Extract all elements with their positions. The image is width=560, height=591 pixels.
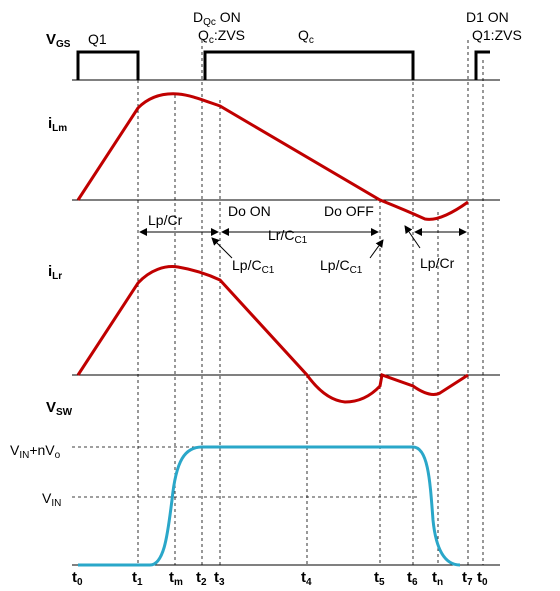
time-label: t2 [196,569,207,588]
grid [72,40,500,566]
time-label: t1 [132,569,143,588]
time-label: t4 [301,569,312,588]
row-label: iLm [48,115,67,134]
interval-label: Lp/CC1 [320,257,363,276]
label: Q1:ZVS [472,27,522,43]
time-label: t7 [462,569,473,588]
labels: Q1 DQc ON Qc:ZVS Qc D1 ON Q1:ZVS VGS iLm… [10,9,522,509]
time-label: t0 [72,569,83,588]
interval-label: Lp/Cr [420,255,455,271]
arrows [139,225,467,259]
row-label: VGS [46,31,71,50]
row-label: VSW [46,399,73,418]
time-label: t6 [407,569,418,588]
waveforms [76,50,490,567]
interval-label: Lp/CC1 [232,257,275,276]
time-label: tm [169,569,183,588]
time-labels: t0 t1 tm t2 t3 t4 t5 t6 tn t7 t0 [72,569,488,588]
interval-label: Lr/CC1 [268,227,308,246]
interval-label: Do OFF [324,203,374,219]
label: Qc:ZVS [198,27,245,46]
interval-label: Do ON [228,203,271,219]
interval-label: Lp/Cr [148,212,183,228]
time-label: t3 [214,569,225,588]
row-label: iLr [48,263,62,282]
time-label: tn [432,569,443,588]
label: Qc [298,27,314,46]
time-label: t5 [374,569,385,588]
level-label: VIN+nVo [10,442,61,461]
level-label: VIN [42,490,61,509]
label: Q1 [88,31,107,47]
label: D1 ON [466,9,509,25]
label: DQc ON [193,9,241,28]
time-label: t0 [477,569,488,588]
